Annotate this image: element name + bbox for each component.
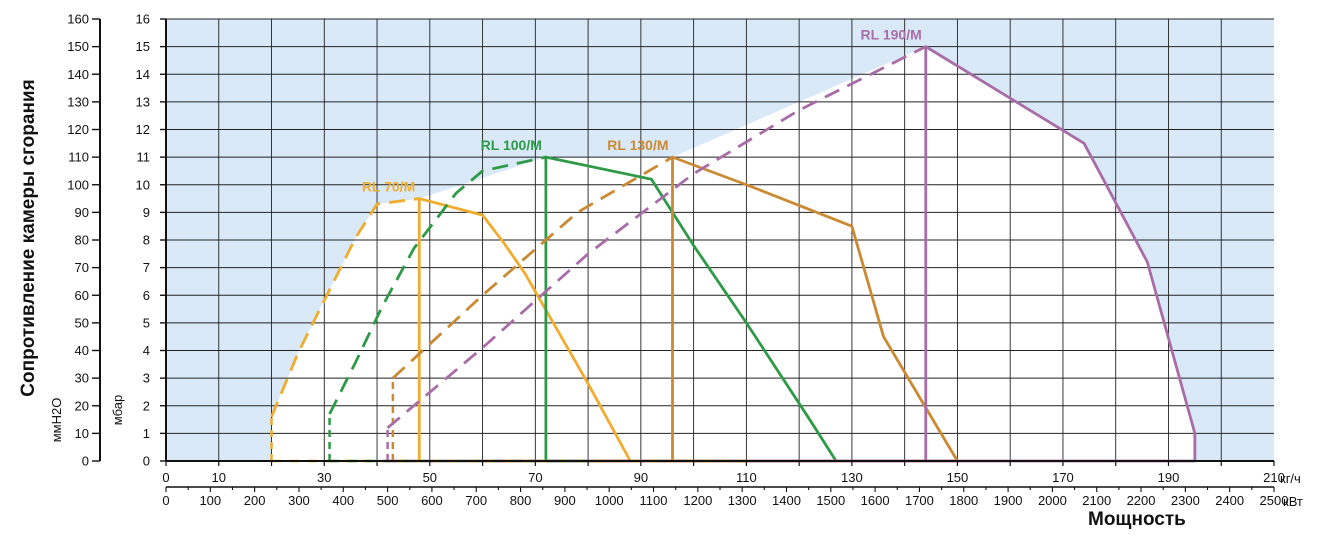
x-bottom-tick-label: 300 [288,493,310,508]
y-left-tick-label: 50 [75,315,89,330]
x-top-tick-label: 150 [947,470,969,485]
y-left-tick-label: 10 [75,426,89,441]
series-label-rl-70-m: RL 70/M [362,179,415,195]
y-right-tick-label: 0 [143,454,150,469]
x-bottom-tick-label: 1700 [905,493,934,508]
y-right-tick-label: 16 [136,12,150,27]
y-right-tick-label: 1 [143,426,150,441]
x-bottom-tick-label: 1800 [949,493,978,508]
x-top-tick-label: 170 [1052,470,1074,485]
x-bottom-tick-label: 2200 [1127,493,1156,508]
y-right-tick-label: 4 [143,343,150,358]
series-label-rl-190-m: RL 190/M [861,27,922,43]
y-left-tick-label: 100 [67,177,89,192]
x-bottom-tick-label: 600 [421,493,443,508]
x-top-tick-label: 90 [634,470,648,485]
x-bottom-tick-label: 1900 [994,493,1023,508]
x-top-tick-label: 130 [841,470,863,485]
series-dashed-rl-100-m [328,155,547,415]
x-top-tick-label: 0 [162,470,169,485]
series-label-rl-100-m: RL 100/M [481,137,542,153]
y-axis-unit-left: ммH2O [49,398,64,443]
y-axis-title: Сопротивление камеры сгорания [18,79,39,396]
y-left-tick-label: 80 [75,233,89,248]
y-left-tick-label: 140 [67,67,89,82]
y-left-tick-label: 150 [67,39,89,54]
y-left-tick-label: 60 [75,288,89,303]
y-left-tick-label: 40 [75,343,89,358]
y-left-tick-label: 120 [67,122,89,137]
y-right-tick-label: 6 [143,288,150,303]
x-bottom-tick-label: 2300 [1171,493,1200,508]
series-label-rl-130-m: RL 130/M [607,137,668,153]
y-right-tick-label: 13 [136,94,150,109]
operating-envelope [271,46,1195,461]
x-top-tick-label: 210 [1263,470,1285,485]
y-left-tick-label: 130 [67,94,89,109]
y-right-tick-label: 7 [143,260,150,275]
x-bottom-tick-label: 900 [554,493,576,508]
y-right-tick-label: 2 [143,398,150,413]
series-solid-rl-100-m [544,155,838,463]
y-right-tick-label: 9 [143,205,150,220]
grid-group [166,18,1274,461]
x-top-tick-label: 50 [423,470,437,485]
x-bottom-tick-label: 2400 [1215,493,1244,508]
x-bottom-tick-label: 1200 [683,493,712,508]
x-bottom-tick-label: 2100 [1082,493,1111,508]
x-bottom-tick-label: 0 [162,493,169,508]
x-axis-title: Мощность [1088,509,1186,530]
x-bottom-tick-label: 200 [244,493,266,508]
y-right-tick-label: 3 [143,371,150,386]
x-bottom-tick-label: 700 [465,493,487,508]
y-right-tick-label: 5 [143,315,150,330]
x-bottom-tick-label: 800 [510,493,532,508]
x-bottom-tick-label: 2000 [1038,493,1067,508]
x-bottom-tick-label: 1100 [640,493,668,508]
axes-group: 0102030405060708090100110120130140150160… [67,12,1288,509]
y-right-tick-label: 12 [136,122,150,137]
y-left-tick-label: 90 [75,205,89,220]
series-dashed-rl-190-m [386,45,927,429]
y-right-tick-label: 8 [143,233,150,248]
y-right-tick-label: 15 [136,39,150,54]
x-top-tick-label: 10 [212,470,226,485]
y-right-tick-label: 11 [137,150,151,165]
y-left-tick-label: 70 [75,260,89,275]
series-solid-rl-70-m [417,197,632,463]
series-dashed-rl-130-m [391,155,674,380]
y-left-tick-label: 110 [68,150,89,165]
x-top-unit: кг/ч [1280,471,1301,486]
series-dashed-rl-70-m [270,197,420,418]
x-top-tick-label: 70 [528,470,542,485]
x-top-tick-label: 110 [736,470,757,485]
x-top-tick-label: 30 [317,470,331,485]
y-left-tick-label: 30 [75,371,89,386]
x-bottom-tick-label: 100 [199,493,221,508]
x-bottom-unit: кВт [1283,494,1303,509]
x-top-tick-label: 190 [1158,470,1180,485]
y-axis-unit-right: мбар [110,395,125,425]
y-right-tick-label: 14 [136,67,150,82]
x-bottom-tick-label: 400 [332,493,354,508]
x-bottom-tick-label: 1400 [772,493,801,508]
x-bottom-tick-label: 1000 [595,493,624,508]
x-bottom-tick-label: 1500 [816,493,845,508]
x-bottom-tick-label: 1300 [728,493,757,508]
y-left-tick-label: 0 [82,454,89,469]
x-bottom-tick-label: 500 [377,493,399,508]
y-left-tick-label: 160 [67,12,89,27]
x-bottom-tick-label: 1600 [861,493,890,508]
y-right-tick-label: 10 [136,177,150,192]
x-bottom-tick-label: 2500 [1260,493,1289,508]
y-left-tick-label: 20 [75,398,89,413]
